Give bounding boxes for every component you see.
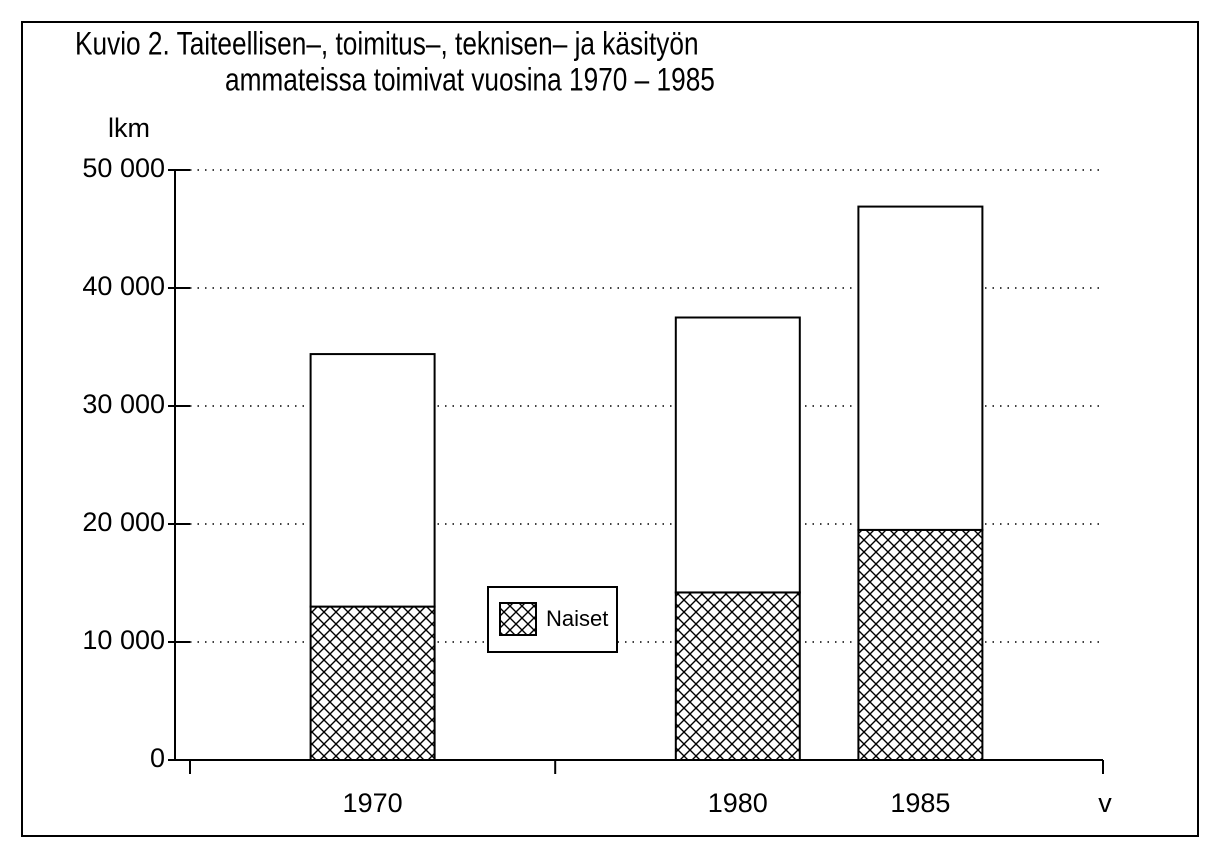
frame	[21, 21, 1199, 837]
bar-segment	[674, 316, 801, 594]
bar-segment	[309, 353, 436, 608]
y-tick-label: 30 000	[82, 389, 165, 419]
bar-segment	[309, 605, 436, 761]
chart-title: ammateissa toimivat vuosina 1970 – 1985	[225, 63, 715, 98]
y-tick-label: 20 000	[82, 507, 165, 537]
bar-segment	[857, 205, 984, 531]
x-tick-label: 1985	[890, 788, 950, 818]
chart-title: Kuvio 2. Taiteellisen–, toimitus–, tekni…	[75, 27, 699, 62]
x-axis-label: v	[1098, 788, 1112, 818]
x-tick-label: 1970	[343, 788, 403, 818]
y-tick-label: 50 000	[82, 153, 165, 183]
legend-label: Naiset	[546, 606, 608, 631]
legend-swatch	[499, 602, 537, 636]
y-tick-label: 10 000	[82, 625, 165, 655]
y-axis-label: lkm	[108, 113, 150, 143]
bar-segment	[674, 591, 801, 761]
y-tick-label: 40 000	[82, 271, 165, 301]
bar-segment	[857, 528, 984, 762]
x-tick-label: 1980	[708, 788, 768, 818]
y-tick-label: 0	[150, 743, 165, 773]
